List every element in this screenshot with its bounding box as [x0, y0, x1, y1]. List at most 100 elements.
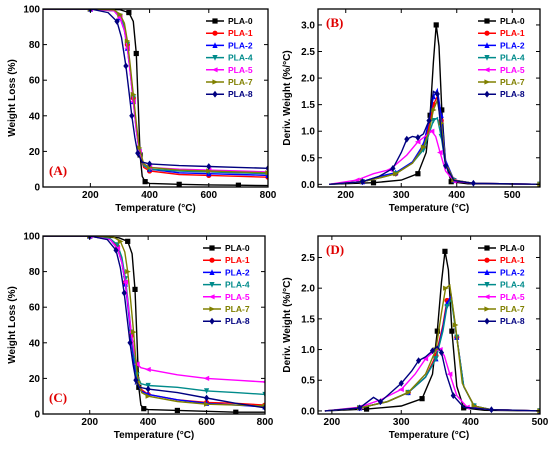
legend-marker [209, 282, 215, 288]
legend-label: PLA-8 [500, 316, 525, 326]
data-point-pla-0 [235, 182, 241, 187]
data-point-pla-8 [450, 392, 456, 399]
data-point-pla-7 [146, 164, 153, 171]
legend-marker [209, 306, 216, 312]
legend-marker [484, 306, 491, 312]
y-tick-label: 3.0 [301, 20, 315, 31]
legend-label: PLA-4 [500, 53, 525, 63]
legend-label: PLA-1 [500, 28, 525, 38]
data-point-pla-8 [470, 179, 476, 187]
x-tick-label: 400 [141, 190, 158, 201]
y-tick-label: 80 [29, 267, 41, 278]
data-point-pla-8 [145, 385, 151, 393]
legend: PLA-0 PLA-1 PLA-2 PLA-4 PLA-5 PLA-7 PLA-8 [478, 16, 525, 99]
legend-label: PLA-5 [500, 65, 525, 75]
x-axis-label: Temperature (°C) [389, 430, 470, 441]
data-point-pla-7 [471, 403, 478, 409]
data-point-pla-0 [133, 50, 139, 57]
data-point-pla-0 [442, 248, 448, 254]
legend-label: PLA-4 [228, 53, 253, 63]
x-tick-label: 400 [462, 417, 479, 428]
data-point-pla-0 [142, 179, 148, 185]
y-axis-label: Weight Loss (%) [7, 59, 18, 137]
data-point-pla-8 [129, 112, 135, 120]
data-point-pla-7 [117, 238, 124, 244]
legend-marker [484, 317, 490, 325]
data-point-pla-8 [426, 117, 432, 124]
y-tick-label: 80 [29, 40, 41, 51]
data-point-pla-7 [145, 393, 152, 399]
x-axis-label: Temperature (°C) [114, 430, 195, 441]
panel-b-derivative-weight-chart: 200 300 400 500 0.0 0.5 1.0 1.5 2.0 2.5 3.0 Tempera… [282, 8, 541, 214]
legend-label: PLA-2 [500, 267, 525, 277]
data-point-pla-0 [433, 22, 439, 28]
data-point-pla-5 [203, 375, 210, 381]
series-line-pla-5 [43, 9, 268, 173]
plot-frame [42, 235, 266, 415]
panel-label: (A) [49, 163, 67, 178]
y-tick-label: 40 [29, 338, 41, 349]
data-point-pla-8 [429, 347, 436, 355]
data-point-pla-7 [125, 269, 131, 275]
legend-label: PLA-0 [228, 16, 253, 26]
legend-marker [484, 79, 491, 85]
y-tick-label: 0 [34, 410, 40, 421]
panel-label: (B) [326, 15, 343, 30]
data-point-pla-8 [443, 162, 449, 170]
data-point-pla-4 [444, 303, 450, 310]
data-point-pla-8 [404, 135, 410, 143]
data-point-pla-5 [414, 139, 421, 145]
data-point-pla-8 [146, 160, 153, 168]
legend-label: PLA-5 [500, 292, 525, 302]
legend-marker [209, 269, 215, 275]
panel-c-weight-loss-chart: 200 400 600 800 0 20 40 60 80 100 Temperature (°C)… [7, 232, 274, 442]
legend-marker [484, 245, 490, 251]
data-point-pla-5 [428, 128, 435, 134]
legend: PLA-0 PLA-1 PLA-2 PLA-4 PLA-5 PLA-7 PLA-8 [206, 16, 253, 99]
legend: PLA-0 PLA-1 PLA-2 PLA-4 PLA-5 PLA-7 PLA-8 [478, 243, 525, 326]
legend-label: PLA-8 [228, 89, 253, 99]
data-point-pla-7 [393, 171, 399, 177]
panel-a-weight-loss-chart: 200 400 600 800 0 20 40 60 80 100 Temperature (°C)… [7, 5, 277, 215]
data-point-pla-7 [430, 107, 437, 113]
data-point-pla-7 [130, 91, 137, 98]
legend-label: PLA-5 [228, 65, 253, 75]
data-point-pla-0 [176, 181, 182, 187]
series-line-pla-7 [43, 236, 265, 407]
data-point-pla-8 [133, 376, 139, 384]
y-tick-label: 0 [34, 183, 40, 194]
y-tick-label: 60 [29, 303, 41, 314]
series-line-pla-8 [329, 90, 540, 185]
y-axis-label: Deriv. Weight (%/°C) [282, 277, 293, 372]
series-line-pla-8 [324, 345, 540, 412]
legend-label: PLA-7 [228, 77, 253, 87]
data-point-pla-8 [415, 357, 422, 364]
data-point-pla-5 [398, 386, 404, 393]
legend-marker [209, 317, 215, 325]
data-point-pla-7 [124, 38, 131, 44]
legend-marker [212, 18, 218, 24]
data-point-pla-0 [434, 328, 440, 334]
legend-marker [211, 67, 218, 73]
y-tick-label: 0.0 [301, 406, 315, 417]
legend-marker [484, 282, 490, 288]
legend-label: PLA-5 [225, 292, 250, 302]
data-point-pla-5 [422, 356, 429, 362]
x-tick-label: 500 [532, 417, 549, 428]
x-tick-label: 500 [504, 190, 521, 201]
data-point-pla-8 [359, 178, 365, 186]
y-tick-label: 2.5 [301, 47, 315, 58]
series-group [328, 22, 540, 187]
data-point-pla-0 [174, 407, 180, 414]
series-line-pla-0 [329, 24, 540, 185]
data-point-pla-0 [448, 179, 454, 185]
legend-marker [484, 18, 490, 24]
data-point-pla-8 [415, 134, 421, 141]
legend-marker [212, 55, 218, 61]
data-point-pla-0 [126, 9, 132, 16]
data-point-pla-8 [203, 394, 210, 402]
data-point-pla-8 [357, 404, 363, 412]
data-point-pla-0 [363, 406, 370, 412]
legend-label: PLA-0 [500, 16, 525, 26]
